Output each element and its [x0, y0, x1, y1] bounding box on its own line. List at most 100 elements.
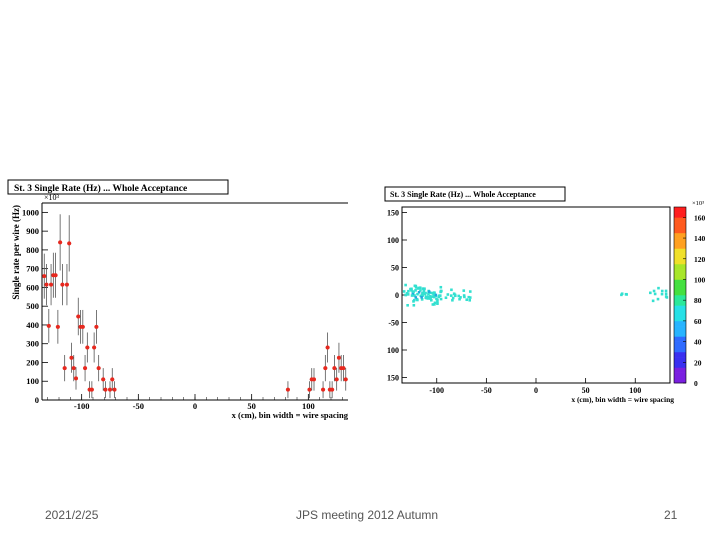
right-xlabel: x (cm), bin width = wire spacing: [571, 395, 674, 404]
left-ytick-label: 600: [26, 282, 39, 292]
left-data-point: [307, 387, 312, 392]
left-data-point: [96, 366, 101, 371]
right-hit-cell: [450, 288, 453, 292]
left-data-point: [330, 387, 335, 392]
colorbar-exponent: ×10³: [692, 200, 704, 207]
footer-date: 2021/2/25: [45, 508, 99, 522]
right-hit-cell: [449, 294, 453, 297]
right-hit-cell: [417, 291, 421, 294]
left-ytick-label: 800: [26, 245, 39, 255]
colorbar-cell: [674, 238, 686, 244]
colorbar-cell: [674, 341, 686, 348]
right-hit-cell: [457, 294, 461, 298]
right-hit-cell: [451, 296, 455, 300]
right-hit-cell: [427, 297, 430, 300]
left-data-point: [80, 324, 85, 329]
left-data-point: [101, 377, 106, 382]
left-ytick-label: 1000: [22, 207, 39, 217]
right-xtick-label: 50: [582, 386, 590, 395]
colorbar-cell: [674, 362, 686, 368]
colorbar-label: 20: [694, 358, 702, 367]
right-hit-cell: [656, 297, 660, 301]
left-data-point: [325, 345, 330, 350]
right-hit-cell: [431, 291, 434, 295]
right-hit-cell: [446, 293, 450, 296]
colorbar-label: 140: [694, 234, 706, 243]
right-chart: St. 3 Single Rate (Hz) ... Whole Accepta…: [384, 186, 706, 404]
right-hit-cell: [465, 298, 469, 302]
right-hit-cell: [410, 289, 413, 292]
left-data-point: [285, 387, 290, 392]
right-hit-cell: [436, 300, 439, 304]
left-data-point: [89, 387, 94, 392]
left-data-point: [49, 282, 54, 287]
right-hit-cell: [458, 297, 461, 301]
colorbar-cell: [674, 207, 686, 213]
right-hit-cell: [459, 296, 462, 299]
right-xtick-label: -100: [429, 386, 444, 395]
left-data-point: [42, 274, 47, 279]
left-exponent: ×10³: [44, 193, 60, 202]
right-ytick-label: 50: [391, 264, 399, 273]
left-data-point: [64, 282, 69, 287]
right-hit-cell: [434, 293, 438, 297]
right-ytick-label: 100: [387, 346, 399, 355]
left-data-point: [83, 366, 88, 371]
right-hit-cell: [462, 289, 466, 292]
right-hit-cell: [418, 286, 422, 289]
colorbar-cell: [674, 284, 686, 291]
left-data-point: [110, 377, 115, 382]
left-data-point: [53, 273, 58, 278]
colorbar-cell: [674, 258, 686, 265]
right-hit-cell: [416, 287, 420, 290]
right-hit-cell: [439, 289, 443, 293]
right-hit-cell: [410, 294, 414, 297]
right-hit-cell: [402, 290, 406, 293]
right-hit-cell: [660, 289, 664, 293]
right-hit-cell: [421, 293, 424, 297]
colorbar-label: 120: [694, 255, 706, 264]
colorbar-label: 40: [694, 338, 702, 347]
colorbar-cell: [674, 274, 686, 280]
colorbar-cell: [674, 289, 686, 296]
right-hit-cell: [439, 285, 443, 289]
right-hit-cell: [660, 292, 664, 296]
right-hit-cell: [649, 291, 652, 295]
right-hit-cell: [416, 292, 419, 296]
colorbar-label: 60: [694, 317, 702, 326]
colorbar-cell: [674, 248, 686, 254]
colorbar-cell: [674, 315, 686, 322]
right-hit-cell: [624, 292, 628, 296]
right-hit-cell: [435, 297, 438, 301]
right-hit-cell: [665, 296, 669, 299]
left-xtick-label: 0: [193, 401, 197, 411]
left-ytick-label: 400: [26, 320, 39, 330]
left-ytick-label: 100: [26, 376, 39, 386]
page-number: 21: [664, 508, 678, 522]
right-hit-cell: [432, 294, 436, 297]
left-xtick-label: -100: [74, 401, 90, 411]
right-hit-cell: [463, 295, 466, 299]
right-hit-cell: [406, 304, 409, 307]
left-ytick-label: 900: [26, 226, 39, 236]
left-xtick-label: 50: [247, 401, 256, 411]
colorbar-cell: [674, 212, 686, 218]
left-data-point: [55, 324, 60, 329]
colorbar-cell: [674, 300, 686, 306]
right-hit-cell: [404, 293, 407, 297]
right-title: St. 3 Single Rate (Hz) ... Whole Accepta…: [390, 190, 536, 199]
right-hit-cell: [451, 298, 454, 302]
right-ytick-label: -50: [388, 319, 399, 328]
left-data-point: [74, 376, 78, 381]
left-data-point: [108, 387, 112, 392]
right-hit-cell: [422, 289, 426, 293]
colorbar-cell: [674, 310, 686, 317]
right-hit-cell: [413, 284, 417, 288]
colorbar-cell: [674, 331, 686, 337]
right-ytick-label: 100: [387, 236, 399, 245]
right-hit-cell: [414, 289, 417, 292]
right-hit-cell: [429, 295, 433, 299]
left-data-point: [334, 377, 339, 382]
footer-meeting: JPS meeting 2012 Autumn: [296, 508, 439, 522]
right-hit-cell: [423, 287, 426, 290]
